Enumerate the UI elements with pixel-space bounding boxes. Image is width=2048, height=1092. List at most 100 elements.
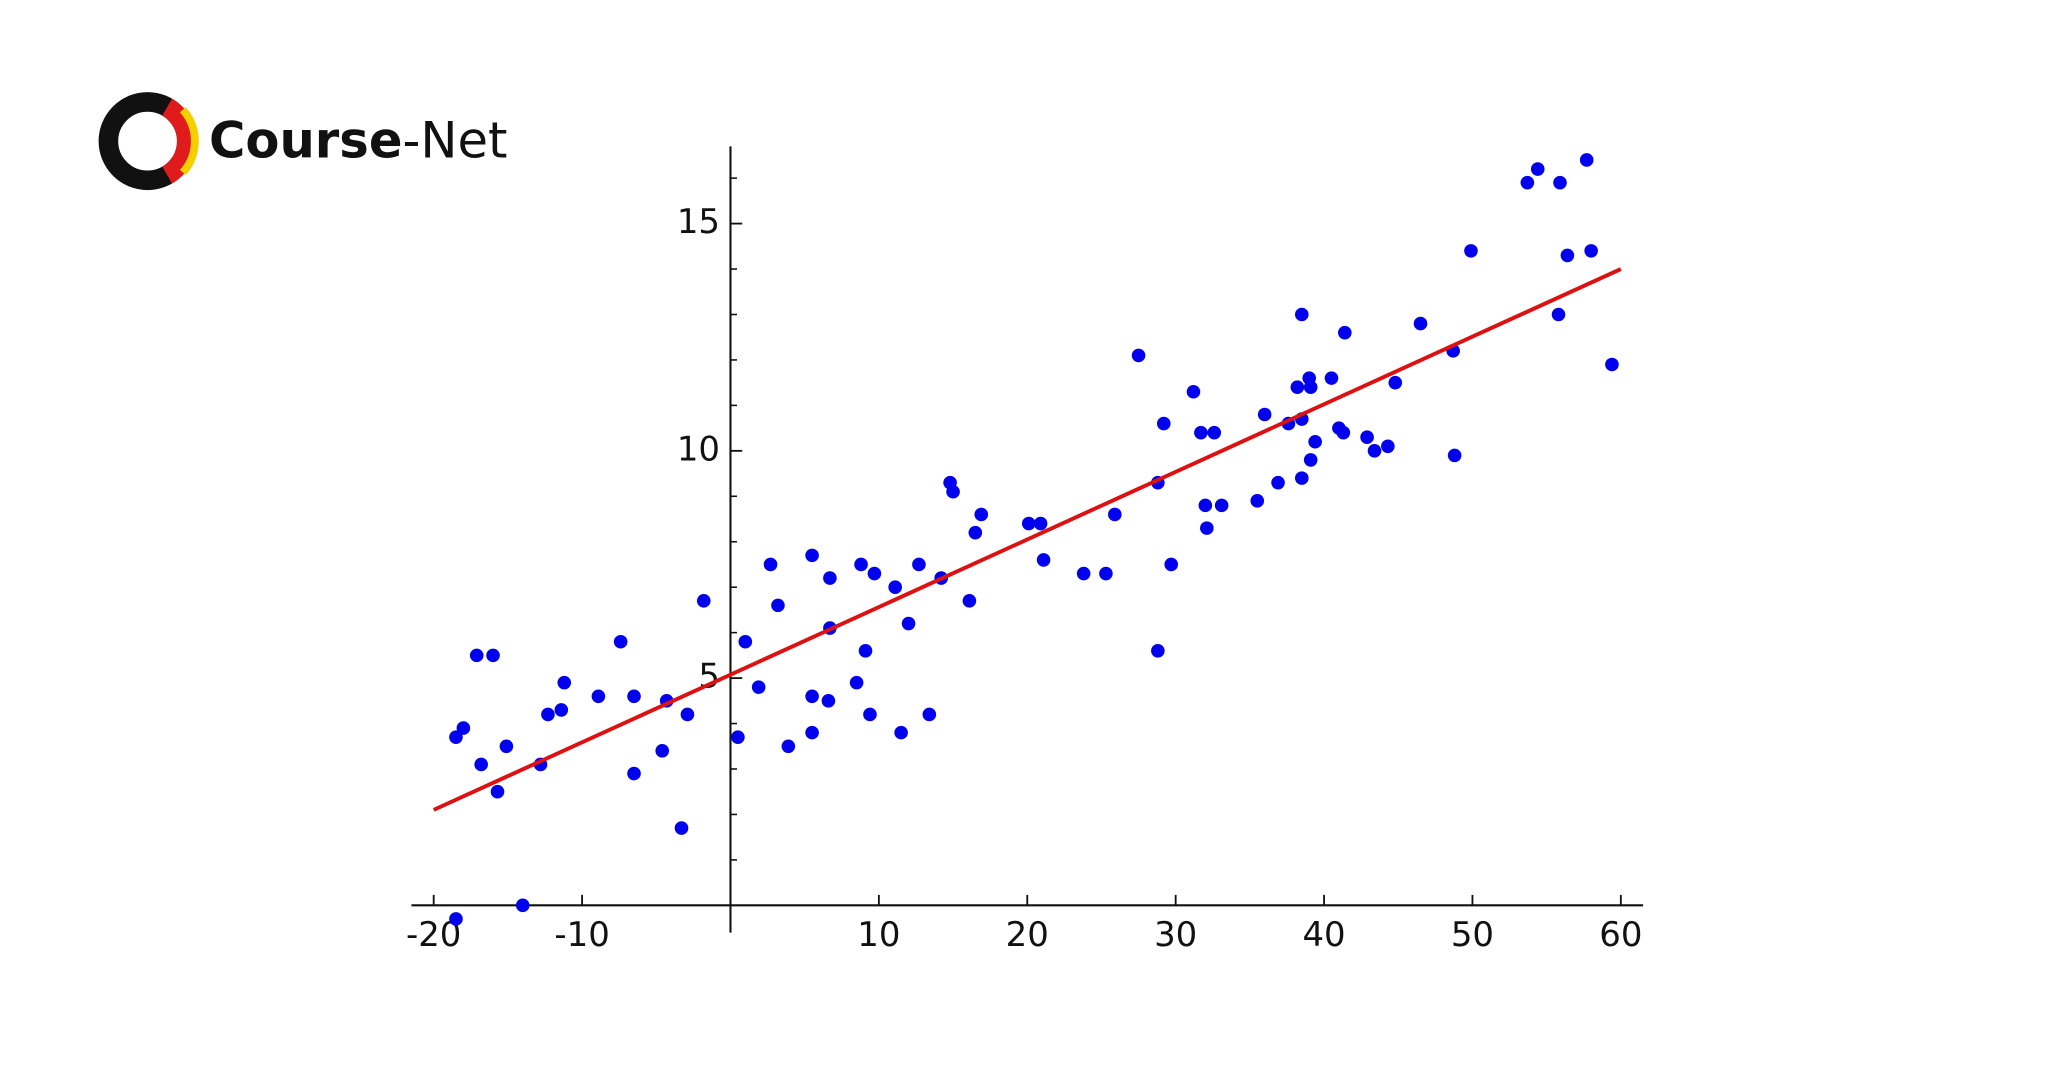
point: [1076, 566, 1091, 581]
point: [486, 648, 500, 663]
x-tick-label: 60: [1599, 915, 1642, 955]
point: [974, 507, 989, 522]
point: [1200, 521, 1214, 535]
logo-rest: -Net: [402, 111, 507, 169]
point: [456, 721, 471, 735]
point: [763, 557, 778, 572]
point: [1156, 416, 1171, 431]
x-tick-label: 10: [857, 915, 900, 955]
point: [894, 725, 908, 740]
point: [1447, 448, 1462, 463]
point: [1036, 553, 1051, 567]
point: [805, 725, 819, 740]
point: [499, 739, 514, 754]
point: [1381, 439, 1395, 454]
y-tick-label: 15: [677, 202, 720, 242]
logo-text: Course-Net: [209, 111, 508, 169]
point: [490, 784, 505, 799]
point: [912, 557, 926, 572]
point: [1303, 453, 1318, 467]
point: [1413, 316, 1428, 331]
point: [627, 689, 641, 704]
point: [1553, 175, 1567, 190]
point: [1151, 644, 1165, 658]
point: [613, 634, 628, 649]
point: [805, 548, 819, 563]
point: [474, 757, 488, 772]
point: [922, 707, 937, 722]
point: [449, 912, 463, 926]
x-tick-label: 40: [1302, 915, 1345, 955]
point: [1530, 162, 1545, 176]
point: [738, 634, 753, 649]
point: [515, 898, 530, 913]
point: [1551, 307, 1566, 322]
point: [751, 680, 766, 694]
point: [854, 557, 868, 572]
point: [901, 616, 916, 631]
logo-red-arc: [161, 98, 197, 184]
point: [805, 689, 819, 704]
point: [731, 730, 745, 744]
point: [1579, 153, 1594, 167]
point: [1099, 566, 1113, 581]
point: [541, 707, 555, 722]
logo-yellow-arc: [179, 107, 199, 176]
point: [1290, 380, 1305, 395]
point: [968, 525, 983, 540]
point: [1338, 325, 1352, 340]
point: [858, 644, 873, 658]
point: [554, 703, 569, 717]
point: [823, 571, 837, 585]
point: [1324, 371, 1339, 385]
point: [888, 580, 902, 594]
point: [696, 594, 711, 608]
point: [821, 694, 836, 708]
point: [781, 739, 796, 754]
point: [1584, 244, 1598, 258]
logo: Course-Net: [98, 92, 508, 191]
point: [1271, 475, 1285, 490]
point: [946, 484, 960, 499]
x-tick-label: 30: [1154, 915, 1197, 955]
point: [469, 648, 484, 663]
x-tick-label: 20: [1006, 915, 1049, 955]
point: [1388, 375, 1403, 390]
point: [674, 821, 689, 835]
x-tick-label: -10: [554, 915, 609, 955]
fit-line: [432, 267, 1622, 812]
point: [655, 744, 670, 758]
point: [680, 707, 695, 722]
point: [867, 566, 882, 581]
x-tick-label: 50: [1451, 915, 1494, 955]
point: [1308, 434, 1322, 449]
logo-bold: Course: [209, 111, 403, 169]
point: [849, 675, 864, 690]
point: [1194, 425, 1208, 440]
point: [1033, 516, 1048, 531]
point: [1336, 425, 1351, 440]
point: [1207, 425, 1222, 440]
point: [863, 707, 877, 722]
y-tick-label: 10: [677, 429, 720, 469]
point: [557, 675, 572, 690]
point: [1464, 244, 1478, 258]
point: [1295, 307, 1309, 322]
point: [1108, 507, 1122, 522]
point: [1131, 348, 1146, 363]
point: [1605, 357, 1619, 372]
point: [1164, 557, 1178, 572]
point: [1360, 430, 1374, 444]
point: [449, 730, 463, 744]
point: [1021, 516, 1036, 531]
point: [591, 689, 606, 704]
point: [962, 594, 977, 608]
point: [1186, 384, 1201, 399]
point: [1198, 498, 1213, 513]
point: [1560, 248, 1575, 263]
point: [627, 766, 641, 781]
point: [1303, 380, 1318, 395]
point: [1257, 407, 1272, 422]
